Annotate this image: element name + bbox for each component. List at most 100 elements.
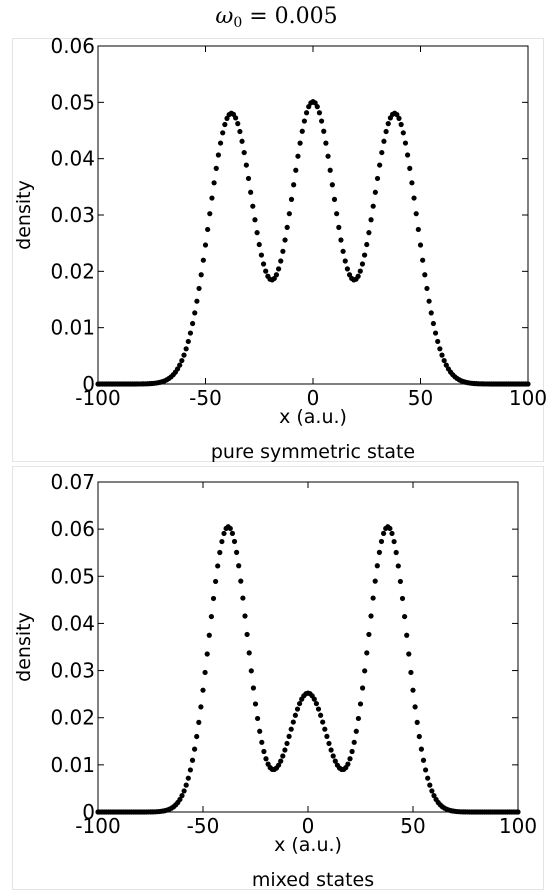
- data-point: [321, 128, 327, 134]
- data-point: [179, 357, 185, 364]
- data-point: [328, 747, 334, 753]
- title-value: 0.005: [274, 4, 338, 29]
- data-point: [192, 746, 198, 752]
- data-point: [336, 224, 342, 230]
- data-point: [215, 563, 221, 569]
- data-point: [224, 115, 230, 121]
- data-point: [183, 346, 189, 352]
- y-tick-label: 0.02: [50, 706, 95, 730]
- data-point: [301, 118, 307, 124]
- data-point: [263, 268, 269, 274]
- data-point: [430, 320, 436, 327]
- data-point: [185, 338, 191, 345]
- data-point: [200, 257, 206, 263]
- data-point: [286, 733, 292, 739]
- data-point: [198, 704, 204, 710]
- data-point: [345, 761, 351, 767]
- data-point: [242, 613, 248, 619]
- y-tick-label: 0.05: [50, 90, 95, 114]
- data-point: [299, 128, 305, 134]
- data-point: [327, 167, 333, 173]
- y-tick-label: 0.03: [50, 659, 95, 683]
- data-point: [364, 241, 370, 248]
- data-point: [233, 115, 239, 121]
- x-tick-label: -100: [75, 814, 120, 838]
- data-point: [278, 758, 284, 764]
- data-point: [207, 211, 213, 217]
- x-tick-label: 100: [499, 814, 537, 838]
- x-axis-label: x (a.u.): [274, 834, 342, 856]
- data-point: [198, 272, 204, 278]
- data-point: [311, 696, 317, 702]
- data-point: [241, 149, 247, 156]
- data-point: [397, 578, 403, 585]
- data-point: [248, 189, 254, 195]
- data-point: [372, 189, 378, 195]
- data-point: [246, 650, 252, 656]
- data-point: [236, 563, 242, 569]
- data-point: [235, 121, 241, 127]
- data-point: [259, 739, 265, 745]
- data-point: [276, 266, 282, 272]
- data-point: [400, 130, 406, 136]
- data-point: [383, 128, 389, 135]
- y-tick-label: 0.03: [50, 203, 95, 227]
- data-point: [286, 211, 292, 217]
- data-point: [280, 248, 286, 254]
- data-point: [254, 230, 260, 236]
- y-axis-label: density: [13, 180, 35, 250]
- data-point: [243, 162, 249, 168]
- data-point: [408, 669, 414, 676]
- data-point: [415, 226, 421, 233]
- data-point: [435, 338, 441, 345]
- data-point: [210, 595, 217, 602]
- data-point: [221, 530, 227, 537]
- data-point: [366, 631, 372, 638]
- data-point: [366, 230, 372, 236]
- data-point: [374, 175, 381, 182]
- x-axis-label: x (a.u.): [279, 406, 347, 428]
- data-point: [357, 268, 363, 274]
- data-point: [303, 110, 310, 116]
- data-point: [194, 733, 200, 740]
- data-point: [344, 266, 350, 272]
- data-point: [290, 719, 296, 725]
- data-point: [399, 595, 406, 602]
- data-point: [353, 728, 359, 734]
- data-point: [258, 252, 264, 258]
- data-point: [406, 651, 412, 657]
- data-point: [359, 261, 366, 267]
- data-point: [424, 285, 430, 292]
- data-point: [385, 121, 391, 127]
- data-point: [420, 757, 427, 763]
- data-point: [413, 211, 419, 217]
- data-point: [297, 140, 303, 146]
- data-point: [414, 719, 420, 725]
- data-point: [245, 175, 252, 182]
- data-point: [276, 762, 282, 768]
- x-tick-label: 0: [307, 386, 320, 410]
- data-point: [215, 152, 221, 158]
- data-point: [441, 357, 447, 364]
- data-point: [288, 196, 295, 202]
- data-point: [427, 782, 433, 788]
- data-point: [177, 362, 183, 368]
- data-point: [205, 226, 211, 233]
- data-point: [325, 153, 331, 159]
- data-point: [405, 152, 411, 158]
- data-point: [355, 273, 361, 279]
- data-point: [330, 753, 336, 759]
- data-point: [252, 217, 258, 223]
- data-point: [231, 538, 238, 545]
- data-point: [378, 538, 385, 545]
- data-point: [204, 651, 210, 657]
- data-point: [284, 740, 290, 747]
- data-point: [282, 237, 288, 243]
- data-point: [429, 788, 435, 794]
- data-point: [417, 242, 424, 248]
- data-point: [416, 733, 422, 740]
- data-point: [183, 782, 189, 788]
- data-point: [338, 237, 344, 243]
- data-point: [250, 685, 256, 691]
